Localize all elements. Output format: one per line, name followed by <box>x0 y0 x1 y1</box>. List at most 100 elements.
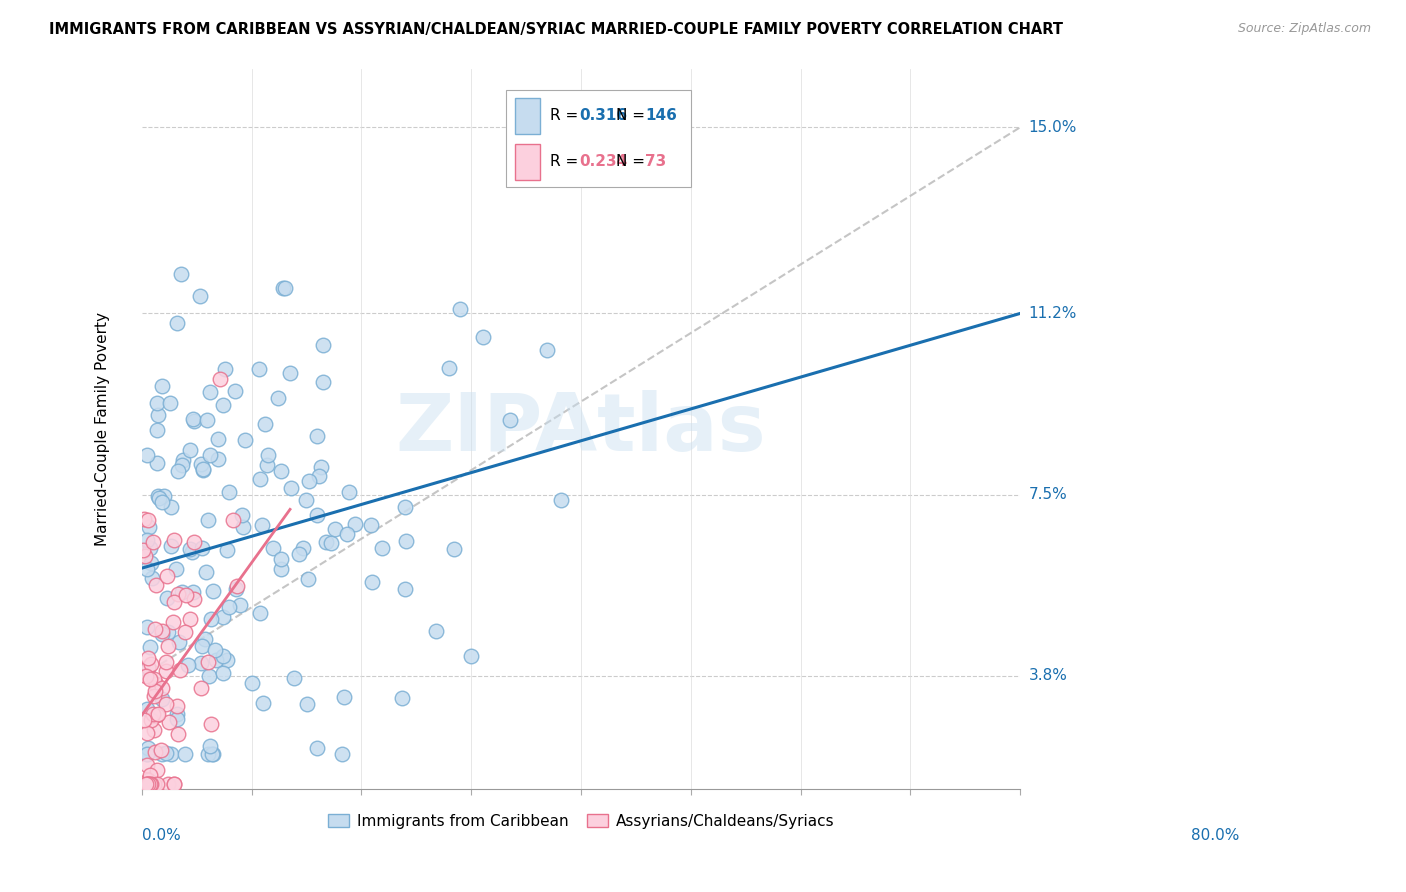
Point <box>138 640 160 654</box>
Point <box>156 569 179 583</box>
Point <box>283 671 305 685</box>
Point <box>197 747 219 762</box>
Point <box>132 777 155 791</box>
Point <box>163 777 186 791</box>
Point <box>249 361 271 376</box>
Point <box>218 599 240 614</box>
Point <box>143 690 166 704</box>
Point <box>209 372 232 386</box>
Point <box>181 412 204 426</box>
Point <box>221 513 243 527</box>
Point <box>394 500 416 514</box>
Point <box>291 541 314 555</box>
FancyBboxPatch shape <box>515 98 540 134</box>
Point <box>176 588 198 602</box>
Point <box>179 443 201 458</box>
Point <box>163 533 186 547</box>
Point <box>249 473 271 487</box>
Text: 0.316: 0.316 <box>579 108 627 123</box>
Point <box>207 432 229 446</box>
Point <box>190 457 212 471</box>
Point <box>135 777 157 791</box>
FancyBboxPatch shape <box>515 144 540 179</box>
Point <box>146 763 169 777</box>
Point <box>145 577 167 591</box>
Point <box>305 741 328 756</box>
Text: N =: N = <box>616 108 650 123</box>
Text: 7.5%: 7.5% <box>1029 487 1067 502</box>
Point <box>229 598 252 612</box>
Point <box>240 676 263 690</box>
Point <box>212 610 235 624</box>
Point <box>142 535 165 549</box>
Point <box>194 566 217 580</box>
Point <box>201 747 224 762</box>
Point <box>391 691 413 706</box>
Point <box>266 391 288 405</box>
Point <box>198 669 221 683</box>
Point <box>132 777 155 791</box>
Point <box>134 549 156 564</box>
Point <box>212 666 235 681</box>
Point <box>150 692 173 706</box>
Point <box>167 587 190 601</box>
Point <box>305 429 328 443</box>
Point <box>141 777 163 791</box>
Text: 11.2%: 11.2% <box>1029 306 1077 321</box>
Point <box>287 547 309 561</box>
Point <box>136 448 159 462</box>
Point <box>278 366 301 380</box>
Point <box>157 777 180 791</box>
Point <box>270 562 292 576</box>
Text: ZIPAtlas: ZIPAtlas <box>395 390 766 467</box>
Point <box>181 585 204 599</box>
Point <box>150 627 173 641</box>
Point <box>174 747 197 762</box>
Point <box>136 533 159 548</box>
Point <box>155 747 177 761</box>
Point <box>214 362 236 376</box>
Point <box>143 723 166 738</box>
Point <box>336 527 359 541</box>
Point <box>139 713 162 727</box>
Point <box>233 433 256 447</box>
Text: IMMIGRANTS FROM CARIBBEAN VS ASSYRIAN/CHALDEAN/SYRIAC MARRIED-COUPLE FAMILY POVE: IMMIGRANTS FROM CARIBBEAN VS ASSYRIAN/CH… <box>49 22 1063 37</box>
Point <box>194 632 217 646</box>
Point <box>305 508 328 522</box>
Point <box>197 656 219 670</box>
Point <box>155 697 177 711</box>
Point <box>200 612 222 626</box>
Point <box>142 707 165 722</box>
Point <box>167 635 190 649</box>
Point <box>167 727 190 741</box>
Point <box>198 739 221 754</box>
Point <box>309 459 332 474</box>
Point <box>344 517 367 532</box>
Point <box>360 518 382 533</box>
Point <box>135 777 157 791</box>
Point <box>152 490 174 504</box>
Point <box>159 747 181 762</box>
Point <box>146 489 169 503</box>
Point <box>172 584 194 599</box>
Point <box>207 451 229 466</box>
Point <box>315 534 337 549</box>
Point <box>205 652 228 666</box>
Point <box>136 513 159 527</box>
Point <box>330 747 353 762</box>
Point <box>146 777 169 791</box>
Text: 73: 73 <box>645 154 666 169</box>
Point <box>280 481 302 495</box>
Point <box>136 725 159 739</box>
Point <box>312 338 335 352</box>
Point <box>174 624 197 639</box>
Point <box>146 423 169 437</box>
Point <box>337 485 360 500</box>
Point <box>190 541 212 555</box>
Point <box>139 777 162 791</box>
Text: 146: 146 <box>645 108 678 123</box>
Point <box>180 544 202 558</box>
Point <box>136 777 159 791</box>
Point <box>177 658 200 673</box>
Point <box>143 683 166 698</box>
